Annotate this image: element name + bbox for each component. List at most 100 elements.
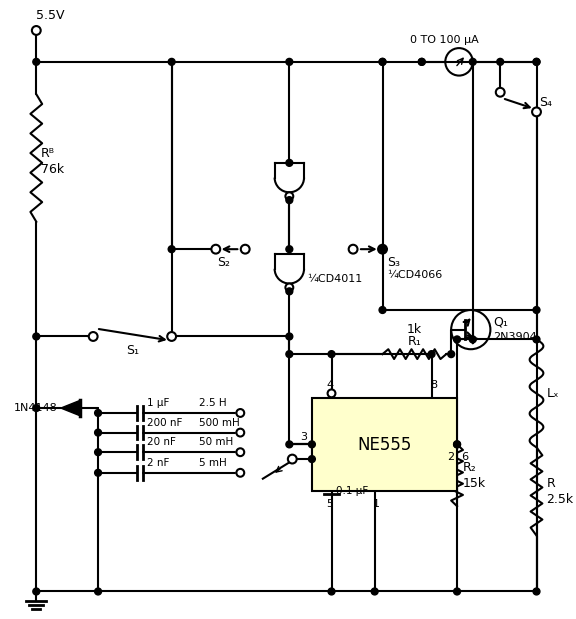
- Text: S₁: S₁: [126, 344, 139, 357]
- Text: 50 mH: 50 mH: [199, 438, 233, 448]
- Text: R: R: [546, 477, 555, 490]
- Circle shape: [454, 441, 460, 448]
- Circle shape: [309, 441, 315, 448]
- Circle shape: [33, 405, 40, 412]
- Circle shape: [236, 429, 244, 436]
- Circle shape: [418, 58, 425, 65]
- Circle shape: [328, 389, 335, 397]
- Circle shape: [236, 448, 244, 456]
- Text: 2N3904: 2N3904: [494, 332, 537, 342]
- Circle shape: [532, 108, 541, 116]
- Circle shape: [94, 469, 101, 476]
- Circle shape: [168, 58, 175, 65]
- Text: R₂: R₂: [463, 461, 477, 474]
- Circle shape: [533, 58, 540, 65]
- Circle shape: [372, 588, 378, 595]
- Circle shape: [288, 455, 297, 464]
- Text: 500 mH: 500 mH: [199, 418, 240, 428]
- Circle shape: [286, 351, 293, 358]
- Circle shape: [418, 58, 425, 65]
- Circle shape: [286, 197, 293, 204]
- Circle shape: [496, 88, 505, 97]
- Circle shape: [33, 333, 40, 340]
- Circle shape: [286, 333, 293, 340]
- Circle shape: [428, 351, 435, 358]
- Text: 5.5V: 5.5V: [36, 9, 65, 22]
- Text: 3: 3: [300, 431, 307, 441]
- Circle shape: [33, 58, 40, 65]
- Text: S₄: S₄: [540, 95, 552, 108]
- Circle shape: [286, 284, 293, 292]
- Text: NE555: NE555: [357, 436, 412, 454]
- Circle shape: [497, 58, 503, 65]
- Circle shape: [286, 246, 293, 253]
- Circle shape: [448, 351, 454, 358]
- Text: 200 nF: 200 nF: [147, 418, 183, 428]
- Text: 1N4148: 1N4148: [14, 403, 58, 413]
- Text: 0.1 μF: 0.1 μF: [336, 487, 369, 496]
- Circle shape: [286, 441, 293, 448]
- Circle shape: [348, 245, 358, 254]
- Text: 4: 4: [326, 381, 333, 391]
- Circle shape: [32, 26, 41, 35]
- Text: ¼CD4066: ¼CD4066: [388, 270, 443, 280]
- Circle shape: [94, 410, 101, 417]
- Text: 5: 5: [326, 500, 333, 509]
- Circle shape: [94, 429, 101, 436]
- Text: R₁: R₁: [407, 335, 421, 348]
- Text: S₂: S₂: [217, 256, 230, 269]
- Text: 8: 8: [430, 381, 437, 391]
- Circle shape: [211, 245, 220, 254]
- Circle shape: [286, 288, 293, 295]
- Circle shape: [379, 246, 386, 253]
- Text: 5 mH: 5 mH: [199, 458, 227, 468]
- Circle shape: [89, 332, 97, 341]
- Text: 20 nF: 20 nF: [147, 438, 176, 448]
- Text: ¼CD4011: ¼CD4011: [307, 274, 362, 284]
- Circle shape: [454, 588, 460, 595]
- Circle shape: [533, 588, 540, 595]
- Circle shape: [167, 332, 176, 341]
- Circle shape: [379, 58, 386, 65]
- Circle shape: [533, 58, 540, 65]
- Text: 0 TO 100 μA: 0 TO 100 μA: [410, 35, 479, 45]
- Text: Rᴮ: Rᴮ: [41, 147, 55, 160]
- Text: 2 nF: 2 nF: [147, 458, 169, 468]
- Text: S₃: S₃: [388, 256, 400, 269]
- Circle shape: [94, 588, 101, 595]
- Text: Q₁: Q₁: [494, 315, 508, 328]
- Circle shape: [328, 588, 335, 595]
- Text: 2, 6: 2, 6: [449, 452, 469, 462]
- Circle shape: [94, 449, 101, 456]
- Circle shape: [378, 245, 387, 254]
- Text: 1k: 1k: [407, 323, 422, 336]
- Circle shape: [454, 336, 460, 343]
- Polygon shape: [61, 400, 81, 416]
- Circle shape: [469, 336, 476, 343]
- Circle shape: [33, 588, 40, 595]
- Circle shape: [168, 246, 175, 253]
- Circle shape: [379, 58, 386, 65]
- Circle shape: [286, 160, 293, 167]
- Circle shape: [533, 336, 540, 343]
- Circle shape: [241, 245, 249, 254]
- Text: 1: 1: [373, 500, 380, 509]
- Circle shape: [469, 58, 476, 65]
- Circle shape: [328, 351, 335, 358]
- Circle shape: [168, 333, 175, 340]
- Text: 2.5k: 2.5k: [546, 493, 574, 506]
- Circle shape: [379, 306, 386, 313]
- Circle shape: [236, 409, 244, 417]
- Circle shape: [236, 469, 244, 477]
- Circle shape: [286, 58, 293, 65]
- Text: 2.5 H: 2.5 H: [199, 398, 227, 408]
- Text: Lₓ: Lₓ: [546, 387, 559, 400]
- FancyBboxPatch shape: [312, 398, 457, 491]
- Text: 1 μF: 1 μF: [147, 398, 169, 408]
- Circle shape: [454, 441, 460, 448]
- Circle shape: [309, 456, 315, 462]
- Text: 15k: 15k: [463, 477, 486, 490]
- Circle shape: [286, 193, 293, 200]
- Circle shape: [533, 306, 540, 313]
- Text: 76k: 76k: [41, 163, 65, 176]
